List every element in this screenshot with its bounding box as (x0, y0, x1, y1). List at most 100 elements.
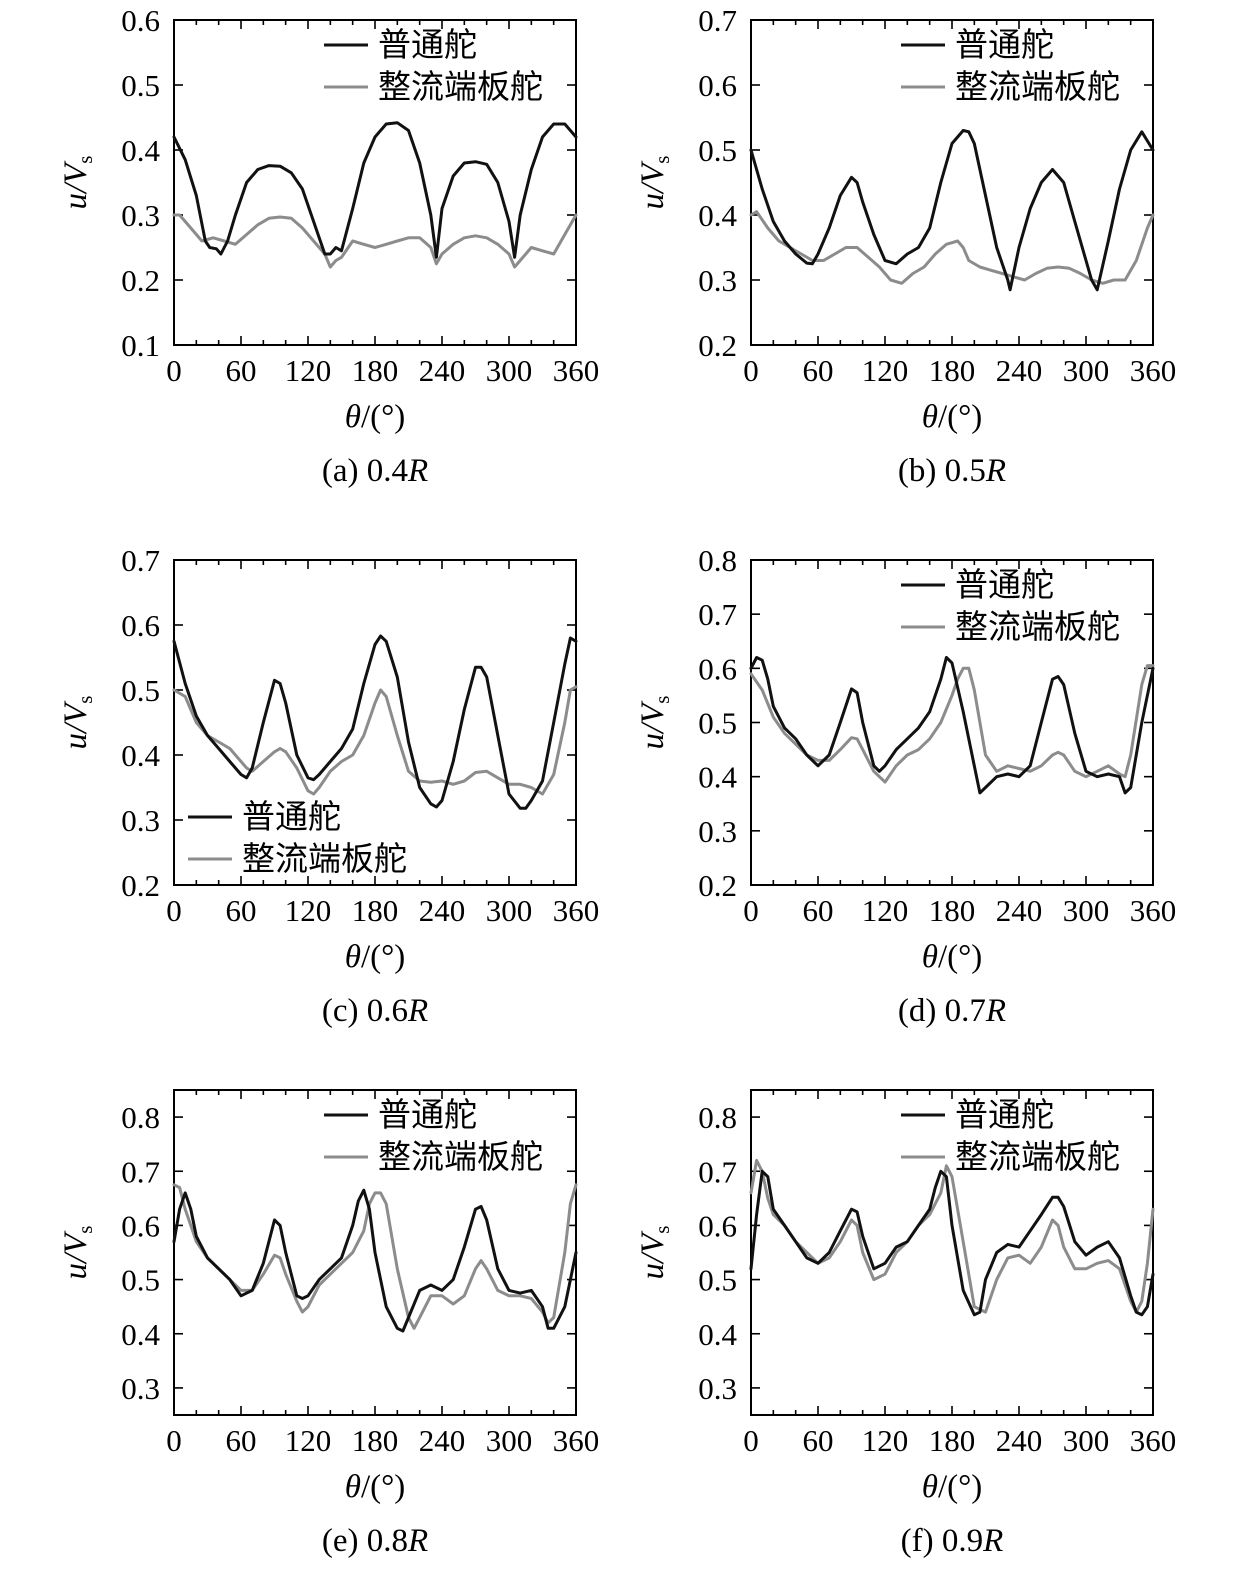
x-tick-label: 300 (1063, 353, 1110, 388)
legend-label: 整流端板舵 (378, 69, 543, 106)
y-tick-label: 0.5 (698, 1263, 737, 1298)
x-tick-label: 60 (803, 1423, 834, 1458)
x-tick-label: 0 (166, 893, 182, 928)
series-line-conventional-rudder (172, 634, 578, 810)
y-tick-label: 0.4 (698, 1317, 737, 1352)
y-tick-label: 0.7 (698, 1154, 737, 1189)
x-tick-label: 120 (285, 893, 332, 928)
x-tick-label: 180 (929, 353, 976, 388)
y-tick-label: 0.3 (121, 1371, 160, 1406)
plot-frame (750, 19, 1154, 346)
y-tick-label: 0.7 (121, 543, 160, 578)
y-tick-label: 0.4 (698, 760, 737, 795)
x-tick-label: 60 (226, 353, 257, 388)
x-axis-label: θ/(°) (345, 1469, 406, 1505)
x-tick-label: 180 (352, 1423, 399, 1458)
chart-panel-1: 0 60 120 180 240 300 360 0.1 0.2 0.3 0.4 0.5 0.6 u/Vs… (58, 3, 599, 489)
panel-caption: (e) 0.8R (322, 1523, 428, 1559)
series-line-endplate-rudder (172, 1183, 578, 1330)
y-tick-label: 0.6 (698, 651, 737, 686)
series-line-endplate-rudder (749, 210, 1155, 285)
x-axis-label: θ/(°) (345, 939, 406, 975)
y-axis-label: u/Vs (635, 1225, 674, 1279)
y-tick-label: 0.6 (121, 1208, 160, 1243)
chart-panel-4: 0 60 120 180 240 300 360 0.2 0.3 0.4 0.5 0.6 0.7 0.8 u… (635, 543, 1176, 1029)
y-tick-label: 0.2 (121, 868, 160, 903)
legend-label: 整流端板舵 (378, 1139, 543, 1176)
series-line-conventional-rudder (749, 1169, 1155, 1317)
x-tick-label: 0 (743, 893, 759, 928)
x-tick-label: 120 (285, 1423, 332, 1458)
x-tick-label: 300 (486, 893, 533, 928)
x-tick-label: 60 (803, 353, 834, 388)
x-tick-label: 120 (862, 1423, 909, 1458)
x-axis-label: θ/(°) (345, 399, 406, 435)
y-tick-label: 0.8 (121, 1100, 160, 1135)
chart-panel-6: 0 60 120 180 240 300 360 0.3 0.4 0.5 0.6 0.7 0.8 u/Vs… (635, 1089, 1176, 1559)
y-tick-label: 0.6 (121, 608, 160, 643)
series-line-endplate-rudder (749, 664, 1155, 784)
series-line-conventional-rudder (749, 656, 1155, 795)
y-axis-label: u/Vs (635, 695, 674, 749)
y-tick-label: 0.3 (698, 814, 737, 849)
y-tick-label: 0.5 (121, 1263, 160, 1298)
x-tick-label: 300 (1063, 893, 1110, 928)
legend-label: 普通舵 (955, 1097, 1054, 1134)
legend-label: 普通舵 (378, 1097, 477, 1134)
y-tick-label: 0.7 (698, 597, 737, 632)
x-tick-label: 120 (862, 353, 909, 388)
y-tick-label: 0.7 (121, 1154, 160, 1189)
x-tick-label: 360 (1130, 893, 1177, 928)
legend-label: 整流端板舵 (955, 609, 1120, 646)
x-tick-label: 360 (1130, 353, 1177, 388)
x-tick-label: 300 (486, 353, 533, 388)
y-axis-label: u/Vs (58, 695, 97, 749)
x-tick-label: 360 (553, 1423, 600, 1458)
x-tick-label: 0 (743, 1423, 759, 1458)
y-tick-label: 0.2 (698, 868, 737, 903)
y-tick-label: 0.3 (121, 803, 160, 838)
chart-panel-3: 0 60 120 180 240 300 360 0.2 0.3 0.4 0.5 0.6 0.7 u/Vs… (58, 543, 599, 1029)
y-tick-label: 0.4 (121, 133, 160, 168)
x-tick-label: 240 (996, 893, 1043, 928)
x-tick-label: 360 (553, 893, 600, 928)
plot-frame (750, 559, 1154, 886)
y-tick-label: 0.8 (698, 1100, 737, 1135)
chart-panel-5: 0 60 120 180 240 300 360 0.3 0.4 0.5 0.6 0.7 0.8 u/Vs… (58, 1089, 600, 1559)
plot-frame (173, 19, 577, 346)
y-tick-label: 0.5 (698, 706, 737, 741)
legend-label: 普通舵 (378, 27, 477, 64)
x-tick-label: 180 (352, 353, 399, 388)
panel-caption: (d) 0.7R (898, 993, 1006, 1029)
x-tick-label: 300 (1063, 1423, 1110, 1458)
series-line-endplate-rudder (172, 213, 578, 269)
x-tick-label: 120 (862, 893, 909, 928)
series-line-conventional-rudder (172, 121, 578, 259)
series-line-conventional-rudder (172, 1188, 578, 1333)
legend-label: 整流端板舵 (955, 69, 1120, 106)
y-axis-label: u/Vs (58, 155, 97, 209)
series-line-endplate-rudder (172, 685, 578, 796)
plot-frame (173, 559, 577, 886)
x-tick-label: 180 (352, 893, 399, 928)
y-tick-label: 0.5 (121, 673, 160, 708)
panel-caption: (b) 0.5R (898, 453, 1006, 489)
x-tick-label: 0 (166, 1423, 182, 1458)
legend-label: 普通舵 (955, 567, 1054, 604)
legend-label: 整流端板舵 (955, 1139, 1120, 1176)
y-tick-label: 0.7 (698, 3, 737, 38)
x-tick-label: 240 (996, 1423, 1043, 1458)
series-line-endplate-rudder (749, 1158, 1155, 1314)
y-tick-label: 0.1 (121, 328, 160, 363)
y-tick-label: 0.3 (698, 1371, 737, 1406)
x-axis-label: θ/(°) (922, 939, 983, 975)
x-tick-label: 0 (166, 353, 182, 388)
x-tick-label: 0 (743, 353, 759, 388)
x-tick-label: 240 (419, 893, 466, 928)
x-tick-label: 180 (929, 1423, 976, 1458)
y-tick-label: 0.2 (698, 328, 737, 363)
x-tick-label: 60 (226, 1423, 257, 1458)
legend-label: 普通舵 (242, 799, 341, 836)
y-tick-label: 0.4 (698, 198, 737, 233)
